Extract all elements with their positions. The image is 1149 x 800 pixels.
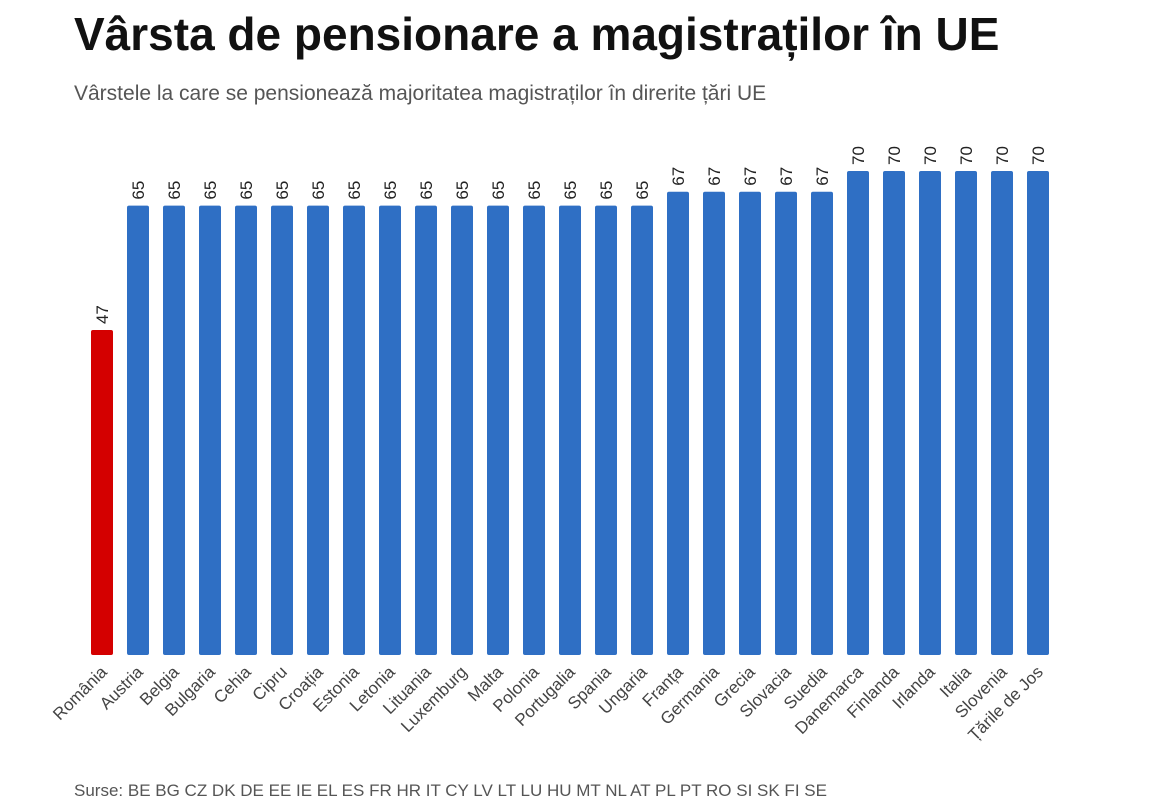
value-label: 65 bbox=[525, 181, 544, 200]
bar bbox=[487, 205, 509, 656]
bar bbox=[235, 205, 257, 656]
value-label: 70 bbox=[885, 146, 904, 165]
value-label: 65 bbox=[561, 181, 580, 200]
bar bbox=[847, 171, 869, 655]
bar bbox=[955, 171, 977, 655]
value-label: 65 bbox=[201, 181, 220, 200]
bar bbox=[739, 191, 761, 655]
value-label: 67 bbox=[813, 167, 832, 186]
value-label: 65 bbox=[237, 181, 256, 200]
bar bbox=[343, 205, 365, 656]
bar bbox=[631, 205, 653, 656]
value-label: 65 bbox=[309, 181, 328, 200]
value-label: 65 bbox=[345, 181, 364, 200]
value-label: 65 bbox=[453, 181, 472, 200]
value-label: 70 bbox=[921, 146, 940, 165]
value-label: 70 bbox=[993, 146, 1012, 165]
value-label: 47 bbox=[93, 305, 112, 324]
bar bbox=[415, 205, 437, 656]
bar bbox=[667, 191, 689, 655]
chart-subtitle: Vârstele la care se pensionează majorita… bbox=[74, 82, 766, 105]
x-tick-label: Cehia bbox=[210, 662, 255, 707]
value-label: 65 bbox=[633, 181, 652, 200]
value-label: 70 bbox=[957, 146, 976, 165]
bar bbox=[199, 205, 221, 656]
bar bbox=[91, 330, 113, 655]
bar bbox=[379, 205, 401, 656]
bar bbox=[559, 205, 581, 656]
source-note: Surse: BE BG CZ DK DE EE IE EL ES FR HR … bbox=[74, 781, 827, 800]
value-label: 67 bbox=[705, 167, 724, 186]
value-label: 65 bbox=[129, 181, 148, 200]
value-label: 65 bbox=[597, 181, 616, 200]
bar bbox=[703, 191, 725, 655]
bar bbox=[307, 205, 329, 656]
value-label: 65 bbox=[489, 181, 508, 200]
bar bbox=[451, 205, 473, 656]
value-label: 70 bbox=[849, 146, 868, 165]
value-label: 65 bbox=[165, 181, 184, 200]
value-label: 70 bbox=[1029, 146, 1048, 165]
bar bbox=[919, 171, 941, 655]
bar bbox=[523, 205, 545, 656]
value-label: 67 bbox=[741, 167, 760, 186]
bar bbox=[163, 205, 185, 656]
value-label: 65 bbox=[417, 181, 436, 200]
value-label: 65 bbox=[273, 181, 292, 200]
bar bbox=[775, 191, 797, 655]
bar bbox=[991, 171, 1013, 655]
bar bbox=[883, 171, 905, 655]
bar bbox=[127, 205, 149, 656]
value-label: 67 bbox=[669, 167, 688, 186]
value-label: 65 bbox=[381, 181, 400, 200]
bar bbox=[595, 205, 617, 656]
value-label: 67 bbox=[777, 167, 796, 186]
chart-title: Vârsta de pensionare a magistraților în … bbox=[74, 8, 999, 61]
bar bbox=[811, 191, 833, 655]
bar bbox=[271, 205, 293, 656]
bar bbox=[1027, 171, 1049, 655]
